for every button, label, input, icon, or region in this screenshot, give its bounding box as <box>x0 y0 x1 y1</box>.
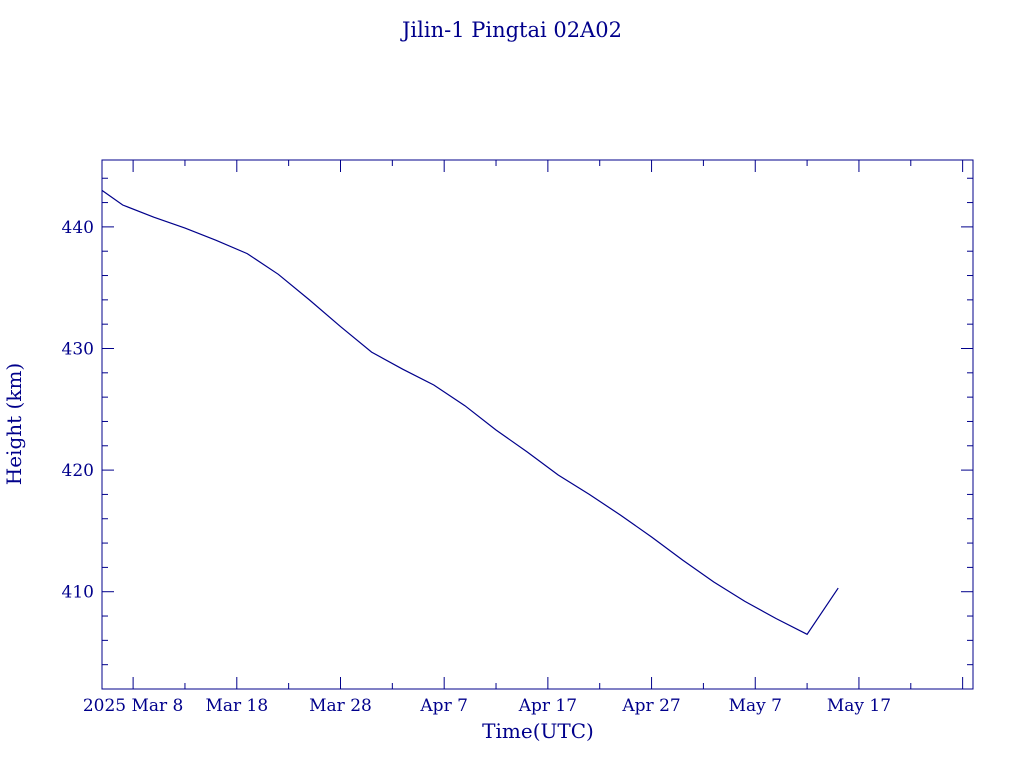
x-axis-ticks: 2025 Mar 8 Mar 18 Mar 28 Apr 7 Apr 17 Apr 27 M… <box>83 160 964 716</box>
chart-title: Jilin-1 Pingtai 02A02 <box>400 18 622 42</box>
x-tick-label: May 7 <box>729 696 782 716</box>
y-tick-label: 440 <box>62 218 94 238</box>
y-tick-label: 410 <box>62 583 94 603</box>
x-tick-label: Apr 7 <box>419 696 468 716</box>
y-tick-label: 430 <box>62 339 94 359</box>
plot-frame <box>101 159 974 690</box>
x-tick-label: 2025 Mar 8 <box>83 696 184 716</box>
y-axis-ticks: 410 420 430 440 <box>62 177 973 690</box>
x-tick-label: May 17 <box>827 696 891 716</box>
x-tick-label: Apr 27 <box>621 696 680 716</box>
series-line-height <box>101 189 839 636</box>
y-tick-label: 420 <box>62 461 94 481</box>
x-tick-label: Mar 28 <box>309 696 372 716</box>
y-axis-label: Height (km) <box>2 363 26 485</box>
x-axis-label: Time(UTC) <box>482 719 594 743</box>
x-tick-label: Apr 17 <box>518 696 577 716</box>
x-tick-label: Mar 18 <box>205 696 268 716</box>
